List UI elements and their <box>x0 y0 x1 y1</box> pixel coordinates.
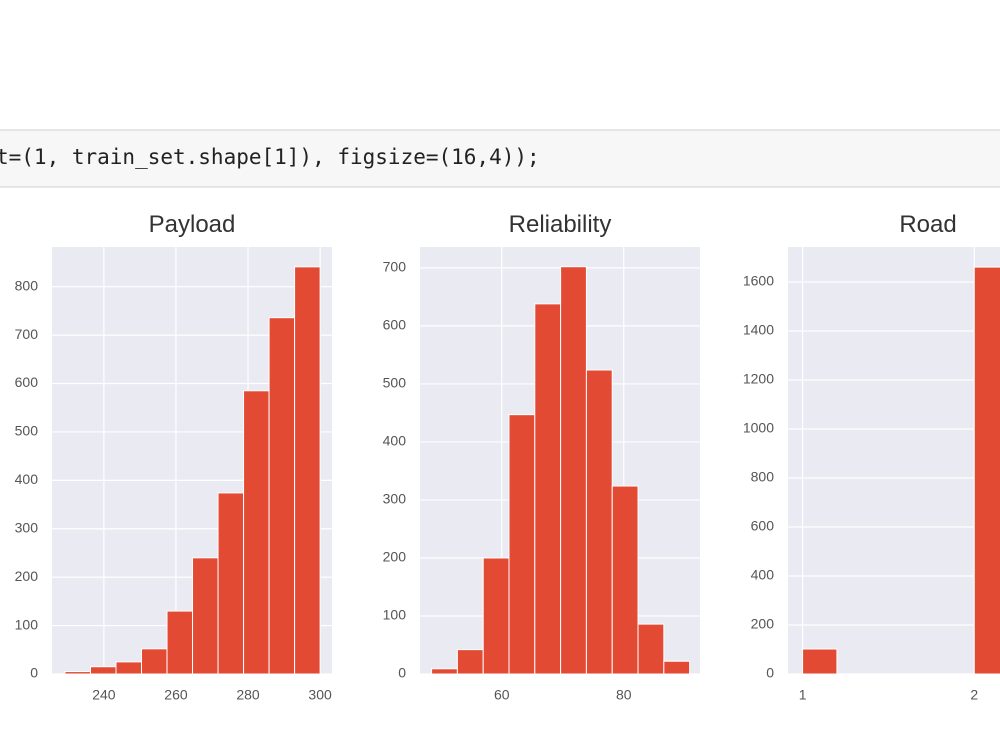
histogram-bar <box>802 648 838 675</box>
code-cell[interactable] <box>0 129 1000 188</box>
histogram-bar <box>637 623 665 675</box>
y-tick-label: 200 <box>751 616 775 632</box>
histogram-bar <box>64 671 91 675</box>
x-tick-label: 260 <box>164 687 188 703</box>
y-tick-label: 1400 <box>743 322 774 338</box>
y-tick-label: 1200 <box>743 371 774 387</box>
y-tick-label: 600 <box>383 317 407 333</box>
plot-area <box>788 247 1000 674</box>
histogram-bar <box>508 414 536 675</box>
x-tick-label: 240 <box>92 687 116 703</box>
y-tick-label: 300 <box>383 491 407 507</box>
y-tick-label: 500 <box>15 423 39 439</box>
y-tick-label: 200 <box>15 568 39 584</box>
histogram-bar <box>611 485 639 675</box>
y-tick-label: 400 <box>751 567 775 583</box>
x-tick-label: 60 <box>494 687 510 703</box>
y-tick-label: 300 <box>15 519 39 535</box>
chart-title: Payload <box>149 211 236 238</box>
x-tick-label: 2 <box>970 687 978 703</box>
y-tick-label: 0 <box>766 665 774 681</box>
histogram-bar <box>294 266 321 675</box>
histogram-bar <box>585 369 613 675</box>
y-tick-label: 200 <box>383 549 407 565</box>
y-tick-label: 600 <box>751 518 775 534</box>
chart-title: Reliability <box>509 211 612 238</box>
y-tick-label: 0 <box>398 665 406 681</box>
histogram-bar <box>268 317 296 675</box>
y-tick-label: 400 <box>383 433 407 449</box>
y-tick-label: 100 <box>15 616 39 632</box>
histogram-bar <box>431 668 458 675</box>
y-tick-label: 500 <box>383 375 407 391</box>
histogram-bar <box>115 661 143 675</box>
y-tick-label: 1000 <box>743 420 774 436</box>
x-tick-label: 1 <box>799 687 807 703</box>
histogram-bar <box>663 660 691 675</box>
code-line: t=(1, train_set.shape[1]), figsize=(16,4… <box>0 145 540 169</box>
histogram-bar <box>973 266 1000 675</box>
chart-title: Road <box>899 211 956 238</box>
histogram-bar <box>243 390 270 675</box>
y-tick-label: 100 <box>383 607 407 623</box>
histogram-bar <box>192 557 219 675</box>
y-tick-label: 800 <box>15 277 39 293</box>
histogram-bar <box>141 648 168 675</box>
x-tick-label: 280 <box>236 687 260 703</box>
histogram-bar <box>482 557 510 675</box>
y-tick-label: 600 <box>15 374 39 390</box>
y-tick-label: 400 <box>15 471 39 487</box>
y-tick-label: 0 <box>30 665 38 681</box>
y-tick-label: 800 <box>751 469 775 485</box>
histogram-bar <box>217 492 245 675</box>
x-tick-label: 300 <box>308 687 332 703</box>
histogram-bar <box>456 649 484 675</box>
histogram-bar <box>89 666 117 675</box>
y-tick-label: 1600 <box>743 273 774 289</box>
histogram-bar <box>560 266 587 675</box>
histogram-bar <box>534 303 562 675</box>
histogram-bar <box>166 610 194 675</box>
x-tick-label: 80 <box>616 687 632 703</box>
y-tick-label: 700 <box>383 259 407 275</box>
y-tick-label: 700 <box>15 326 39 342</box>
